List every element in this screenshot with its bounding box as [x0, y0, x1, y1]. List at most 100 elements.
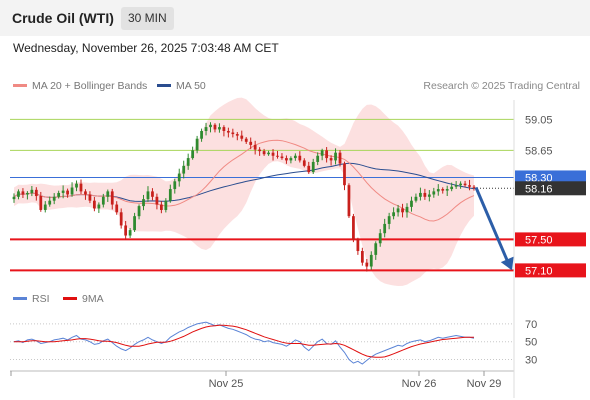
candle — [115, 201, 119, 215]
x-tick-label: Nov 29 — [467, 378, 502, 390]
candle — [334, 148, 337, 165]
candle-body — [316, 155, 320, 162]
candle-body — [182, 165, 186, 174]
candle — [119, 208, 123, 229]
candle-body — [133, 216, 136, 231]
candle — [204, 122, 208, 136]
candle — [17, 189, 20, 200]
candle-body — [173, 181, 177, 190]
candle-body — [267, 152, 270, 155]
candle-body — [383, 223, 387, 234]
candle — [93, 197, 96, 212]
candle-body — [146, 191, 150, 200]
candle — [39, 191, 43, 212]
candle — [124, 220, 128, 240]
rsi-ma-swatch — [63, 296, 77, 300]
legend-rsi-ma: 9MA — [63, 293, 104, 305]
x-tick-label: Nov 25 — [209, 378, 244, 390]
candle-body — [101, 196, 105, 205]
candle-body — [75, 183, 78, 188]
candle-body — [338, 152, 342, 164]
candle — [276, 150, 279, 159]
candle-body — [289, 158, 293, 161]
rsi-label: RSI — [32, 293, 50, 305]
candle-body — [93, 200, 96, 209]
rsi-ma-label: 9MA — [82, 293, 104, 305]
candle — [70, 182, 74, 197]
candle — [258, 147, 262, 156]
candle — [12, 193, 16, 203]
ma20-swatch — [13, 83, 27, 87]
candle — [320, 148, 324, 161]
candle — [329, 155, 333, 166]
candle-body — [298, 155, 302, 161]
candle-body — [39, 196, 43, 210]
timeframe-button[interactable]: 30 MIN — [121, 7, 174, 30]
candle — [396, 204, 400, 217]
candle — [159, 201, 163, 214]
instrument-title: Crude Oil (WTI) — [12, 10, 114, 26]
candle — [218, 123, 221, 133]
rsi-swatch — [13, 296, 27, 300]
candle-body — [34, 189, 38, 197]
candle — [262, 148, 266, 156]
level-label-57-50: 57.50 — [525, 234, 553, 246]
candle-body — [419, 192, 422, 197]
candle-body — [57, 192, 61, 197]
candle — [392, 207, 395, 220]
candle — [79, 179, 83, 195]
candle-body — [124, 225, 128, 236]
level-label-57-10: 57.10 — [525, 265, 553, 277]
level-lines-layer — [10, 118, 514, 272]
candle — [88, 191, 92, 204]
candle-body — [405, 206, 409, 213]
candle-body — [159, 204, 163, 210]
candle-body — [468, 185, 471, 187]
candle-body — [311, 161, 315, 173]
candle — [378, 229, 382, 247]
candle-body — [285, 158, 288, 161]
candle-body — [401, 208, 404, 213]
candle-body — [200, 130, 203, 139]
candle — [142, 194, 145, 211]
candle-body — [128, 230, 132, 236]
candle-body — [26, 192, 29, 195]
candle — [316, 152, 320, 166]
level-label-57-10-badge — [515, 263, 586, 278]
candle — [57, 190, 61, 199]
candle — [369, 251, 373, 270]
candle — [235, 132, 239, 141]
candle-body — [222, 127, 226, 131]
candle-body — [347, 185, 351, 217]
candle-body — [21, 191, 25, 195]
candle — [75, 180, 78, 192]
candle-body — [213, 124, 217, 130]
candle-body — [195, 138, 199, 151]
candle-body — [374, 243, 378, 255]
candle-body — [226, 130, 230, 133]
candle — [423, 188, 427, 200]
candle — [459, 181, 462, 189]
candle — [30, 186, 34, 197]
candle — [271, 149, 275, 161]
candle — [311, 158, 315, 174]
candle-body — [360, 251, 364, 263]
candle-body — [168, 189, 172, 201]
candle-body — [43, 204, 47, 210]
candle-body — [307, 165, 311, 173]
candle-body — [445, 189, 449, 191]
candle-body — [378, 233, 382, 244]
candle — [267, 150, 270, 156]
current-price-badge — [515, 181, 586, 196]
chart-header: Crude Oil (WTI) 30 MIN — [0, 0, 590, 36]
rsi-tick-50: 50 — [525, 337, 537, 349]
candle — [410, 196, 413, 212]
candle — [231, 128, 235, 138]
candle — [356, 237, 360, 255]
candle — [182, 160, 186, 179]
candle — [34, 187, 38, 201]
candle-body — [66, 190, 69, 195]
candle — [200, 128, 203, 142]
